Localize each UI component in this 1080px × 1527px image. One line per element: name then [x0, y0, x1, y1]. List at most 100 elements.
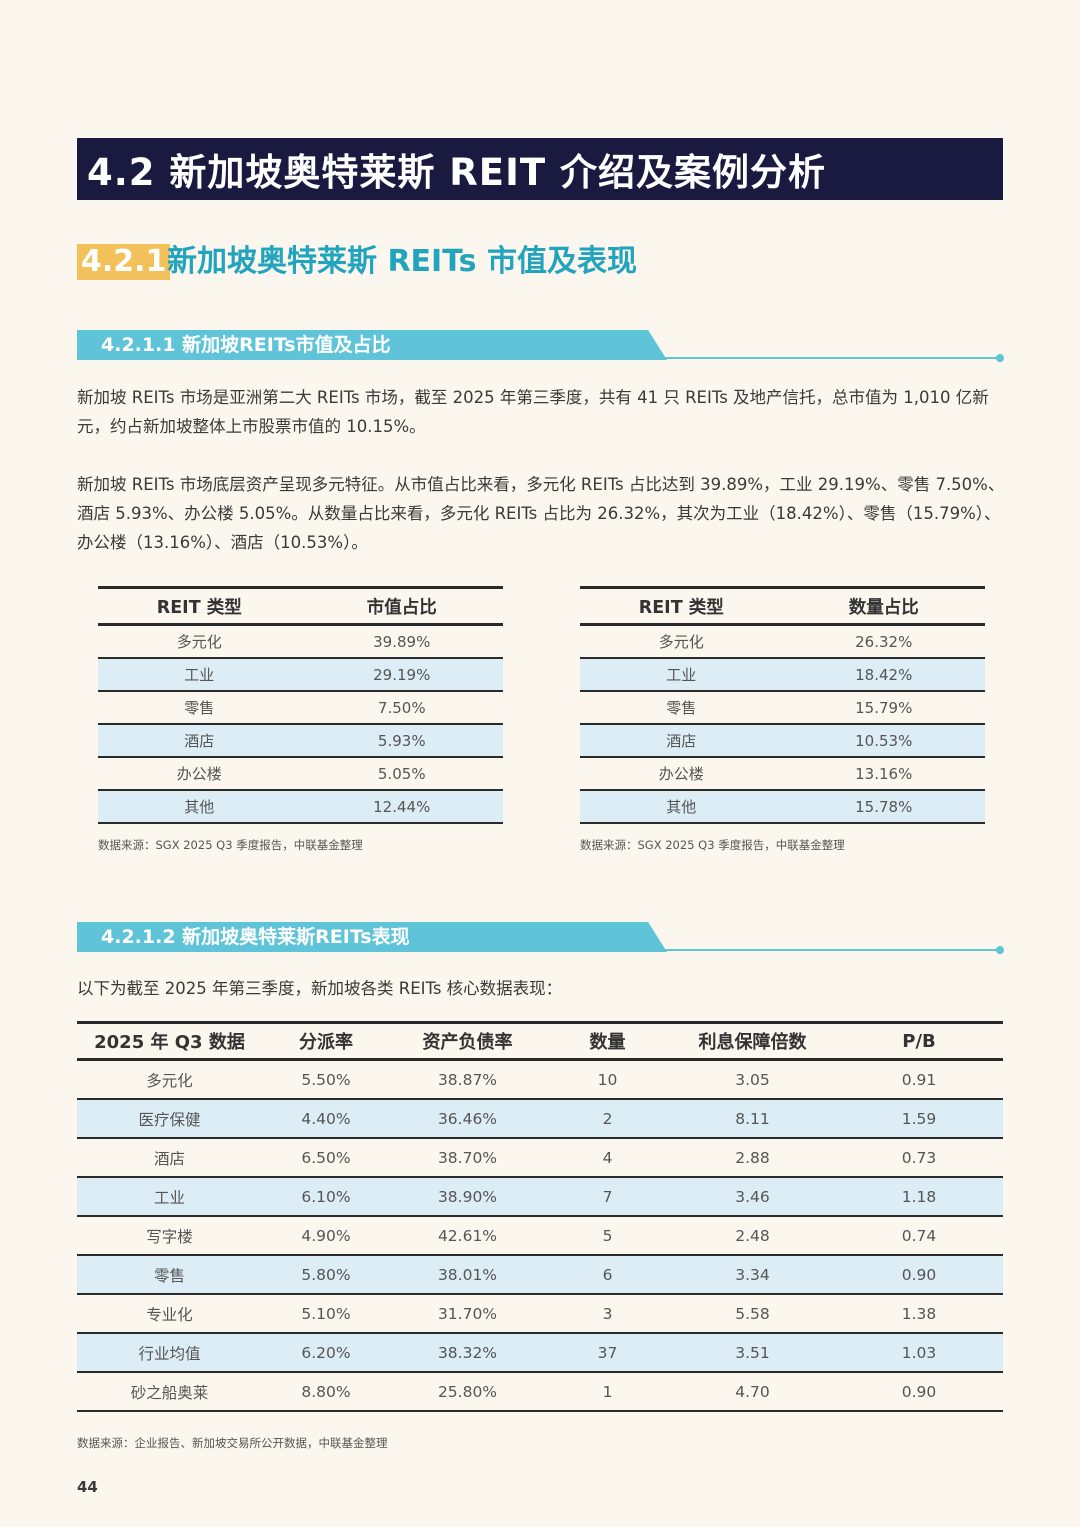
- table-cell: 办公楼: [580, 757, 783, 791]
- table-row: 其他 15.78%: [580, 790, 985, 824]
- table-cell: 零售: [77, 1255, 262, 1295]
- table-cell: 0.90: [835, 1255, 1003, 1295]
- table-cell: 酒店: [580, 724, 783, 758]
- table-cell: 办公楼: [98, 757, 301, 791]
- page-number: 44: [77, 1478, 98, 1496]
- table-header-row: REIT 类型 数量占比: [580, 586, 985, 626]
- column-header: P/B: [835, 1021, 1003, 1061]
- table-cell: 砂之船奥莱: [77, 1372, 262, 1412]
- table-cell: 4: [545, 1138, 670, 1178]
- table-cell: 3.05: [670, 1059, 835, 1100]
- table-cell: 3: [545, 1294, 670, 1334]
- table-cell: 39.89%: [300, 624, 503, 659]
- table-row: 写字楼 4.90% 42.61% 5 2.48 0.74: [77, 1216, 1003, 1256]
- table-cell: 0.90: [835, 1372, 1003, 1412]
- table-row: 多元化 26.32%: [580, 624, 985, 659]
- section-title: 新加坡奥特莱斯 REITs 市值及表现: [167, 244, 637, 279]
- banner-dot-2: [996, 946, 1004, 954]
- column-header: 2025 年 Q3 数据: [77, 1021, 262, 1061]
- column-header: 数量: [545, 1021, 670, 1061]
- table-cell: 7: [545, 1177, 670, 1217]
- table-cell: 31.70%: [390, 1294, 545, 1334]
- table-row: 工业 6.10% 38.90% 7 3.46 1.18: [77, 1177, 1003, 1217]
- column-header: REIT 类型: [580, 586, 783, 626]
- table-cell: 5.58: [670, 1294, 835, 1334]
- table-cell: 其他: [98, 790, 301, 824]
- table-row: 多元化 5.50% 38.87% 10 3.05 0.91: [77, 1059, 1003, 1100]
- table-cell: 3.46: [670, 1177, 835, 1217]
- table-cell: 1.18: [835, 1177, 1003, 1217]
- table-cell: 13.16%: [782, 757, 985, 791]
- table-cell: 6.10%: [262, 1177, 390, 1217]
- table-cell: 5.10%: [262, 1294, 390, 1334]
- table-cell: 1.03: [835, 1333, 1003, 1373]
- table-row: 多元化 39.89%: [98, 624, 503, 659]
- banner-rule-1: [660, 357, 1000, 359]
- market-cap-table: REIT 类型 市值占比 多元化 39.89% 工业 29.19% 零售 7.50% …: [98, 586, 503, 824]
- subsection-title-2: 4.2.1.2 新加坡奥特莱斯REITs表现: [101, 926, 410, 948]
- table-cell: 写字楼: [77, 1216, 262, 1256]
- table-cell: 6.20%: [262, 1333, 390, 1373]
- table-cell: 1.59: [835, 1099, 1003, 1139]
- table-cell: 多元化: [77, 1059, 262, 1100]
- table-cell: 0.73: [835, 1138, 1003, 1178]
- table-cell: 5.50%: [262, 1059, 390, 1100]
- table-cell: 18.42%: [782, 658, 985, 692]
- table-cell: 7.50%: [300, 691, 503, 725]
- table-cell: 8.11: [670, 1099, 835, 1139]
- count-share-table: REIT 类型 数量占比 多元化 26.32% 工业 18.42% 零售 15.79%…: [580, 586, 985, 824]
- table-cell: 专业化: [77, 1294, 262, 1334]
- table-cell: 26.32%: [782, 624, 985, 659]
- table-row: 办公楼 13.16%: [580, 757, 985, 791]
- table-cell: 38.90%: [390, 1177, 545, 1217]
- subsection-banner-1: 4.2.1.1 新加坡REITs市值及占比: [77, 330, 667, 360]
- section-number: 4.2.1: [77, 244, 171, 280]
- table-cell: 酒店: [77, 1138, 262, 1178]
- paragraph-2: 新加坡 REITs 市场底层资产呈现多元特征。从市值占比来看，多元化 REITs…: [77, 475, 1005, 552]
- table-cell: 38.32%: [390, 1333, 545, 1373]
- table-row: 酒店 6.50% 38.70% 4 2.88 0.73: [77, 1138, 1003, 1178]
- performance-table: 2025 年 Q3 数据 分派率 资产负债率 数量 利息保障倍数 P/B 多元化…: [77, 1021, 1003, 1412]
- table-cell: 10.53%: [782, 724, 985, 758]
- table-cell: 5.93%: [300, 724, 503, 758]
- main-title-bar: 4.2 新加坡奥特莱斯 REIT 介绍及案例分析: [77, 138, 1003, 200]
- table-cell: 行业均值: [77, 1333, 262, 1373]
- table-cell: 0.74: [835, 1216, 1003, 1256]
- table-cell: 38.01%: [390, 1255, 545, 1295]
- subsection-title-1: 4.2.1.1 新加坡REITs市值及占比: [101, 334, 391, 356]
- table-cell: 12.44%: [300, 790, 503, 824]
- table-row: 其他 12.44%: [98, 790, 503, 824]
- table-cell: 5: [545, 1216, 670, 1256]
- table-row: 酒店 5.93%: [98, 724, 503, 758]
- table-cell: 15.79%: [782, 691, 985, 725]
- table-cell: 25.80%: [390, 1372, 545, 1412]
- column-header: 数量占比: [782, 586, 985, 626]
- table-cell: 6: [545, 1255, 670, 1295]
- table-row: 工业 18.42%: [580, 658, 985, 692]
- subsection-banner-2: 4.2.1.2 新加坡奥特莱斯REITs表现: [77, 922, 667, 952]
- table-cell: 37: [545, 1333, 670, 1373]
- table-cell: 4.70: [670, 1372, 835, 1412]
- table-cell: 6.50%: [262, 1138, 390, 1178]
- column-header: 资产负债率: [390, 1021, 545, 1061]
- table-cell: 4.90%: [262, 1216, 390, 1256]
- source-note-performance: 数据来源：企业报告、新加坡交易所公开数据，中联基金整理: [77, 1436, 388, 1450]
- table-cell: 29.19%: [300, 658, 503, 692]
- column-header: REIT 类型: [98, 586, 301, 626]
- table-cell: 4.40%: [262, 1099, 390, 1139]
- table-cell: 42.61%: [390, 1216, 545, 1256]
- table-cell: 其他: [580, 790, 783, 824]
- column-header: 分派率: [262, 1021, 390, 1061]
- table-cell: 8.80%: [262, 1372, 390, 1412]
- table-cell: 2: [545, 1099, 670, 1139]
- table-cell: 工业: [77, 1177, 262, 1217]
- table-cell: 3.51: [670, 1333, 835, 1373]
- table-cell: 2.88: [670, 1138, 835, 1178]
- column-header: 市值占比: [300, 586, 503, 626]
- banner-dot-1: [996, 354, 1004, 362]
- table-cell: 36.46%: [390, 1099, 545, 1139]
- main-title: 4.2 新加坡奥特莱斯 REIT 介绍及案例分析: [87, 151, 826, 194]
- source-note-count: 数据来源：SGX 2025 Q3 季度报告，中联基金整理: [580, 838, 845, 852]
- table-cell: 10: [545, 1059, 670, 1100]
- table-row: 专业化 5.10% 31.70% 3 5.58 1.38: [77, 1294, 1003, 1334]
